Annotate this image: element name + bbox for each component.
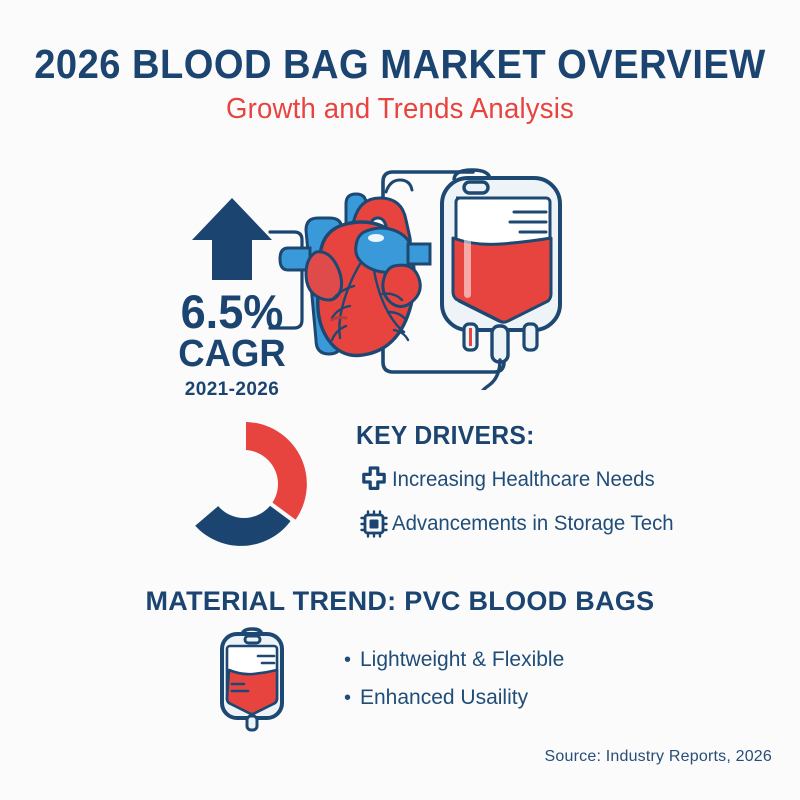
medical-cross-icon: [356, 465, 392, 495]
page-title: 2026 BLOOD BAG MARKET OVERVIEW: [34, 41, 766, 87]
iv-tubing-icon: [381, 170, 506, 374]
microchip-icon: [356, 509, 392, 539]
key-driver-item: Advancements in Storage Tech: [356, 509, 686, 539]
page-subtitle: Growth and Trends Analysis: [226, 93, 574, 126]
cagr-value: 6.5%: [180, 285, 284, 338]
heart-and-blood-bag-illustration: [258, 160, 638, 412]
key-driver-item: Increasing Healthcare Needs: [356, 465, 686, 495]
material-benefit-item: • Lightweight & Flexible: [344, 648, 564, 672]
material-benefit-label: Enhanced Usaility: [360, 686, 529, 709]
anatomical-heart-icon: [278, 178, 432, 358]
material-benefit-label: Lightweight & Flexible: [360, 648, 565, 671]
key-driver-label: Increasing Healthcare Needs: [392, 468, 655, 491]
source-note: Source: Industry Reports, 2026: [544, 748, 772, 765]
bullet-icon: •: [344, 687, 352, 709]
arrow-up-icon: [192, 198, 272, 280]
blood-bag-small-icon: [204, 624, 300, 739]
bullet-icon: •: [344, 649, 352, 671]
bracket-connector-icon: [268, 230, 304, 330]
material-trend-heading: MATERIAL TREND: PVC BLOOD BAGS: [145, 586, 655, 616]
cagr-period: 2021-2026: [184, 378, 280, 400]
material-benefits-list: • Lightweight & Flexible • Enhanced Usai…: [344, 648, 564, 724]
market-share-donut-chart: [176, 416, 312, 557]
blood-bag-icon: [440, 168, 562, 412]
key-driver-label: Advancements in Storage Tech: [392, 512, 674, 535]
key-drivers-heading: KEY DRIVERS:: [356, 420, 535, 450]
header: 2026 BLOOD BAG MARKET OVERVIEW Growth an…: [0, 41, 800, 126]
cagr-stat-block: 6.5% CAGR 2021-2026: [152, 196, 312, 401]
material-benefit-item: • Enhanced Usaility: [344, 686, 564, 710]
key-drivers-section: KEY DRIVERS: Increasing Healthcare Needs: [356, 420, 686, 539]
cagr-label: CAGR: [178, 333, 286, 375]
